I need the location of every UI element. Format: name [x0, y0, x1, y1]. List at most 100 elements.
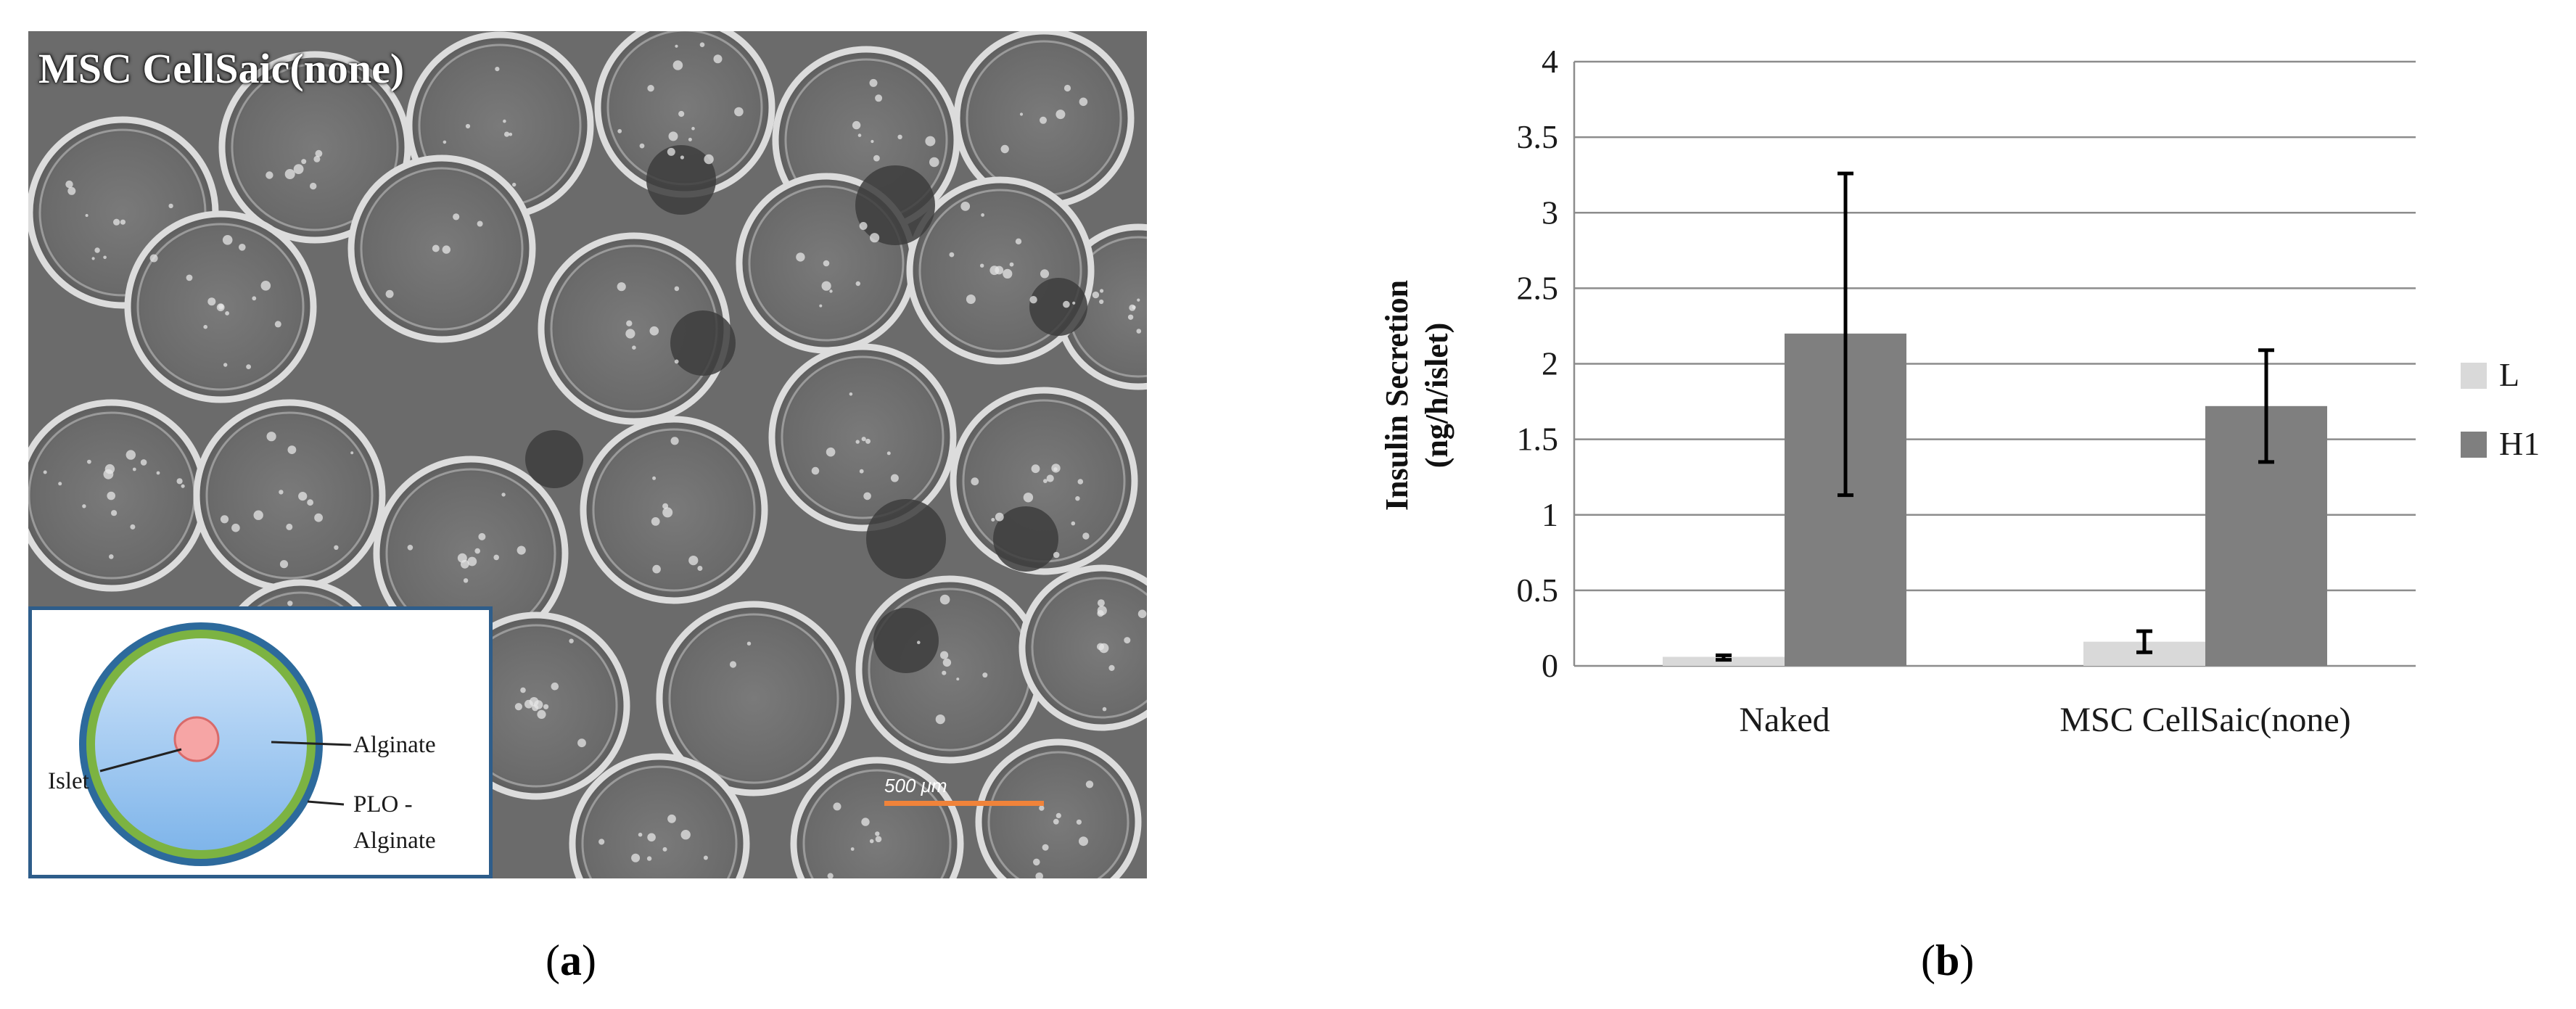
- cell-dot: [699, 42, 705, 47]
- cell-dot: [632, 345, 636, 350]
- cell-dot: [638, 832, 643, 837]
- cell-dot: [829, 289, 833, 293]
- cell-dot: [301, 159, 307, 165]
- scale-bar-label: 500 μm: [884, 775, 947, 796]
- cell-dot: [407, 545, 413, 551]
- cell-dot: [350, 451, 354, 455]
- capsule-shape: [656, 601, 852, 796]
- cell-dot: [520, 687, 526, 693]
- cell-dot: [1137, 298, 1140, 302]
- cell-dot: [203, 324, 207, 329]
- cell-dot: [465, 123, 471, 129]
- islet-cluster: [993, 506, 1058, 572]
- cell-dot: [495, 67, 500, 72]
- cell-dot: [478, 532, 486, 540]
- y-tick-label: 1: [1542, 496, 1558, 533]
- cell-dot: [1099, 299, 1104, 305]
- cell-dot: [925, 136, 936, 147]
- cell-dot: [1031, 464, 1040, 474]
- cell-dot: [639, 143, 645, 149]
- capsule-diagram: [79, 622, 352, 866]
- cell-dot: [713, 54, 723, 64]
- cell-dot: [823, 260, 830, 267]
- cell-dot: [1092, 291, 1100, 299]
- cell-dot: [274, 321, 281, 328]
- cell-dot: [111, 510, 118, 516]
- cell-dot: [103, 255, 107, 260]
- capsule-inner-ring: [781, 355, 945, 519]
- cell-dot: [886, 451, 891, 456]
- cell-dot: [113, 218, 120, 226]
- capsule-inner-ring: [592, 428, 756, 592]
- cell-dot: [1108, 664, 1115, 672]
- islet-shape: [173, 716, 220, 762]
- cell-dot: [1042, 844, 1049, 851]
- cell-dot: [662, 507, 673, 518]
- cell-dot: [859, 222, 868, 230]
- cell-dot: [1053, 818, 1059, 825]
- cell-dot: [929, 157, 939, 168]
- cell-dot: [1136, 329, 1142, 334]
- cell-dot: [875, 831, 880, 836]
- cell-dot: [514, 703, 523, 711]
- cell-dot: [467, 556, 477, 567]
- cell-dot: [1085, 781, 1094, 788]
- cell-dot: [734, 107, 744, 117]
- cell-dot: [966, 295, 976, 304]
- cell-dot: [647, 833, 656, 842]
- image-overlay-label: MSC CellSaic(none): [38, 45, 405, 92]
- cell-dot: [1097, 599, 1105, 607]
- capsule-inner-ring: [360, 167, 524, 331]
- cell-dot: [691, 126, 695, 131]
- cell-dot: [307, 499, 313, 506]
- cell-dot: [120, 219, 125, 225]
- cell-dot: [1063, 300, 1070, 308]
- cell-dot: [625, 329, 635, 339]
- capsule-shape: [975, 738, 1142, 878]
- cell-dot: [334, 545, 339, 550]
- cell-dot: [279, 560, 289, 569]
- capsule-shape: [855, 575, 1044, 764]
- caption-a-letter: a: [559, 936, 582, 984]
- cell-dot: [260, 281, 271, 291]
- cell-dot: [662, 503, 669, 509]
- cell-dot: [1072, 301, 1076, 305]
- legend-swatch-L: [2461, 363, 2487, 389]
- cell-dot: [222, 235, 233, 245]
- cell-dot: [1055, 110, 1066, 120]
- cell-dot: [442, 245, 450, 254]
- cell-dot: [577, 738, 586, 748]
- y-axis-title-line1: Insulin Secretion: [1379, 280, 1415, 511]
- cell-dot: [1137, 609, 1147, 619]
- cell-dot: [849, 392, 853, 396]
- category-label: MSC CellSaic(none): [2059, 701, 2350, 739]
- cell-dot: [980, 263, 984, 268]
- cell-dot: [314, 513, 323, 522]
- cell-dot: [1033, 858, 1040, 866]
- capsule-inner-ring: [1031, 577, 1147, 719]
- cell-dot: [649, 326, 659, 336]
- cell-dot: [313, 155, 321, 162]
- cell-dot: [890, 474, 899, 482]
- cell-dot: [186, 274, 193, 281]
- cell-dot: [855, 440, 860, 444]
- cell-dot: [631, 853, 641, 862]
- cell-dot: [688, 137, 692, 141]
- legend-label-L: L: [2499, 356, 2519, 393]
- cell-dot: [223, 363, 228, 367]
- cell-dot: [646, 856, 652, 861]
- capsule-shape: [193, 399, 386, 592]
- cell-dot: [503, 119, 506, 123]
- y-axis-title-line2: (ng/h/islet): [1419, 323, 1454, 468]
- y-tick-label: 3.5: [1517, 118, 1559, 155]
- cell-dot: [58, 482, 62, 486]
- cell-dot: [678, 110, 685, 118]
- cell-dot: [703, 855, 708, 860]
- capsule-shape: [218, 51, 411, 244]
- cell-dot: [670, 437, 679, 445]
- capsule-shape: [790, 757, 964, 878]
- cell-dot: [287, 601, 293, 606]
- cell-dot: [1053, 551, 1060, 559]
- cell-dot: [662, 847, 667, 852]
- cell-dot: [315, 149, 323, 157]
